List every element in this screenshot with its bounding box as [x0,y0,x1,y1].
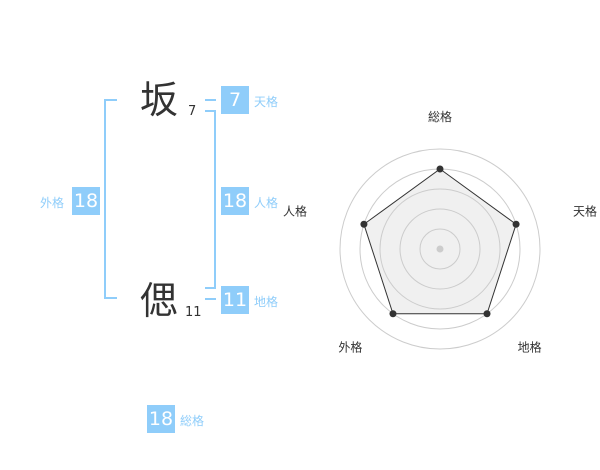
radar-axis-label: 天格 [573,203,597,218]
jinkaku-bracket [214,110,216,288]
chikaku-connector [205,298,216,300]
bracket-tick [104,297,117,299]
radar-point-1 [512,220,520,228]
radar-ring [379,188,501,310]
radar-axis-label: 地格 [518,340,542,355]
tenkaku-label: 天格 [254,95,279,109]
radar-point-0 [436,165,444,173]
tenkaku-connector [205,99,216,101]
bracket-tick [205,287,216,289]
radar-center-dot [436,245,444,253]
name-char-2-strokes: 11 [185,305,202,320]
radar-series-line [363,168,517,315]
name-char-1: 坂 [140,78,179,122]
chikaku-value: 11 [221,286,249,314]
radar-ring [339,148,541,350]
radar-point-4 [360,220,368,228]
radar-axis-label: 総格 [428,109,452,124]
name-char-1-strokes: 7 [188,104,197,119]
tenkaku-value: 7 [221,86,249,114]
gaikaku-bracket [104,99,106,299]
gaikaku-value: 18 [72,187,100,215]
jinkaku-value: 18 [221,187,249,215]
radar-area-fill [363,169,517,314]
radar-ring [399,208,481,290]
radar-axis-label: 人格 [283,203,307,218]
radar-axis-label: 外格 [338,340,362,355]
name-char-2: 偲 [140,279,179,323]
radar-ring [419,228,461,270]
radar-point-3 [389,310,397,318]
soukaku-value: 18 [147,405,175,433]
soukaku-label: 総格 [180,414,205,428]
chikaku-label: 地格 [254,295,279,309]
radar-point-2 [483,310,491,318]
gaikaku-label: 外格 [40,196,65,210]
jinkaku-label: 人格 [254,196,279,210]
bracket-tick [104,99,117,101]
bracket-tick [205,110,216,112]
